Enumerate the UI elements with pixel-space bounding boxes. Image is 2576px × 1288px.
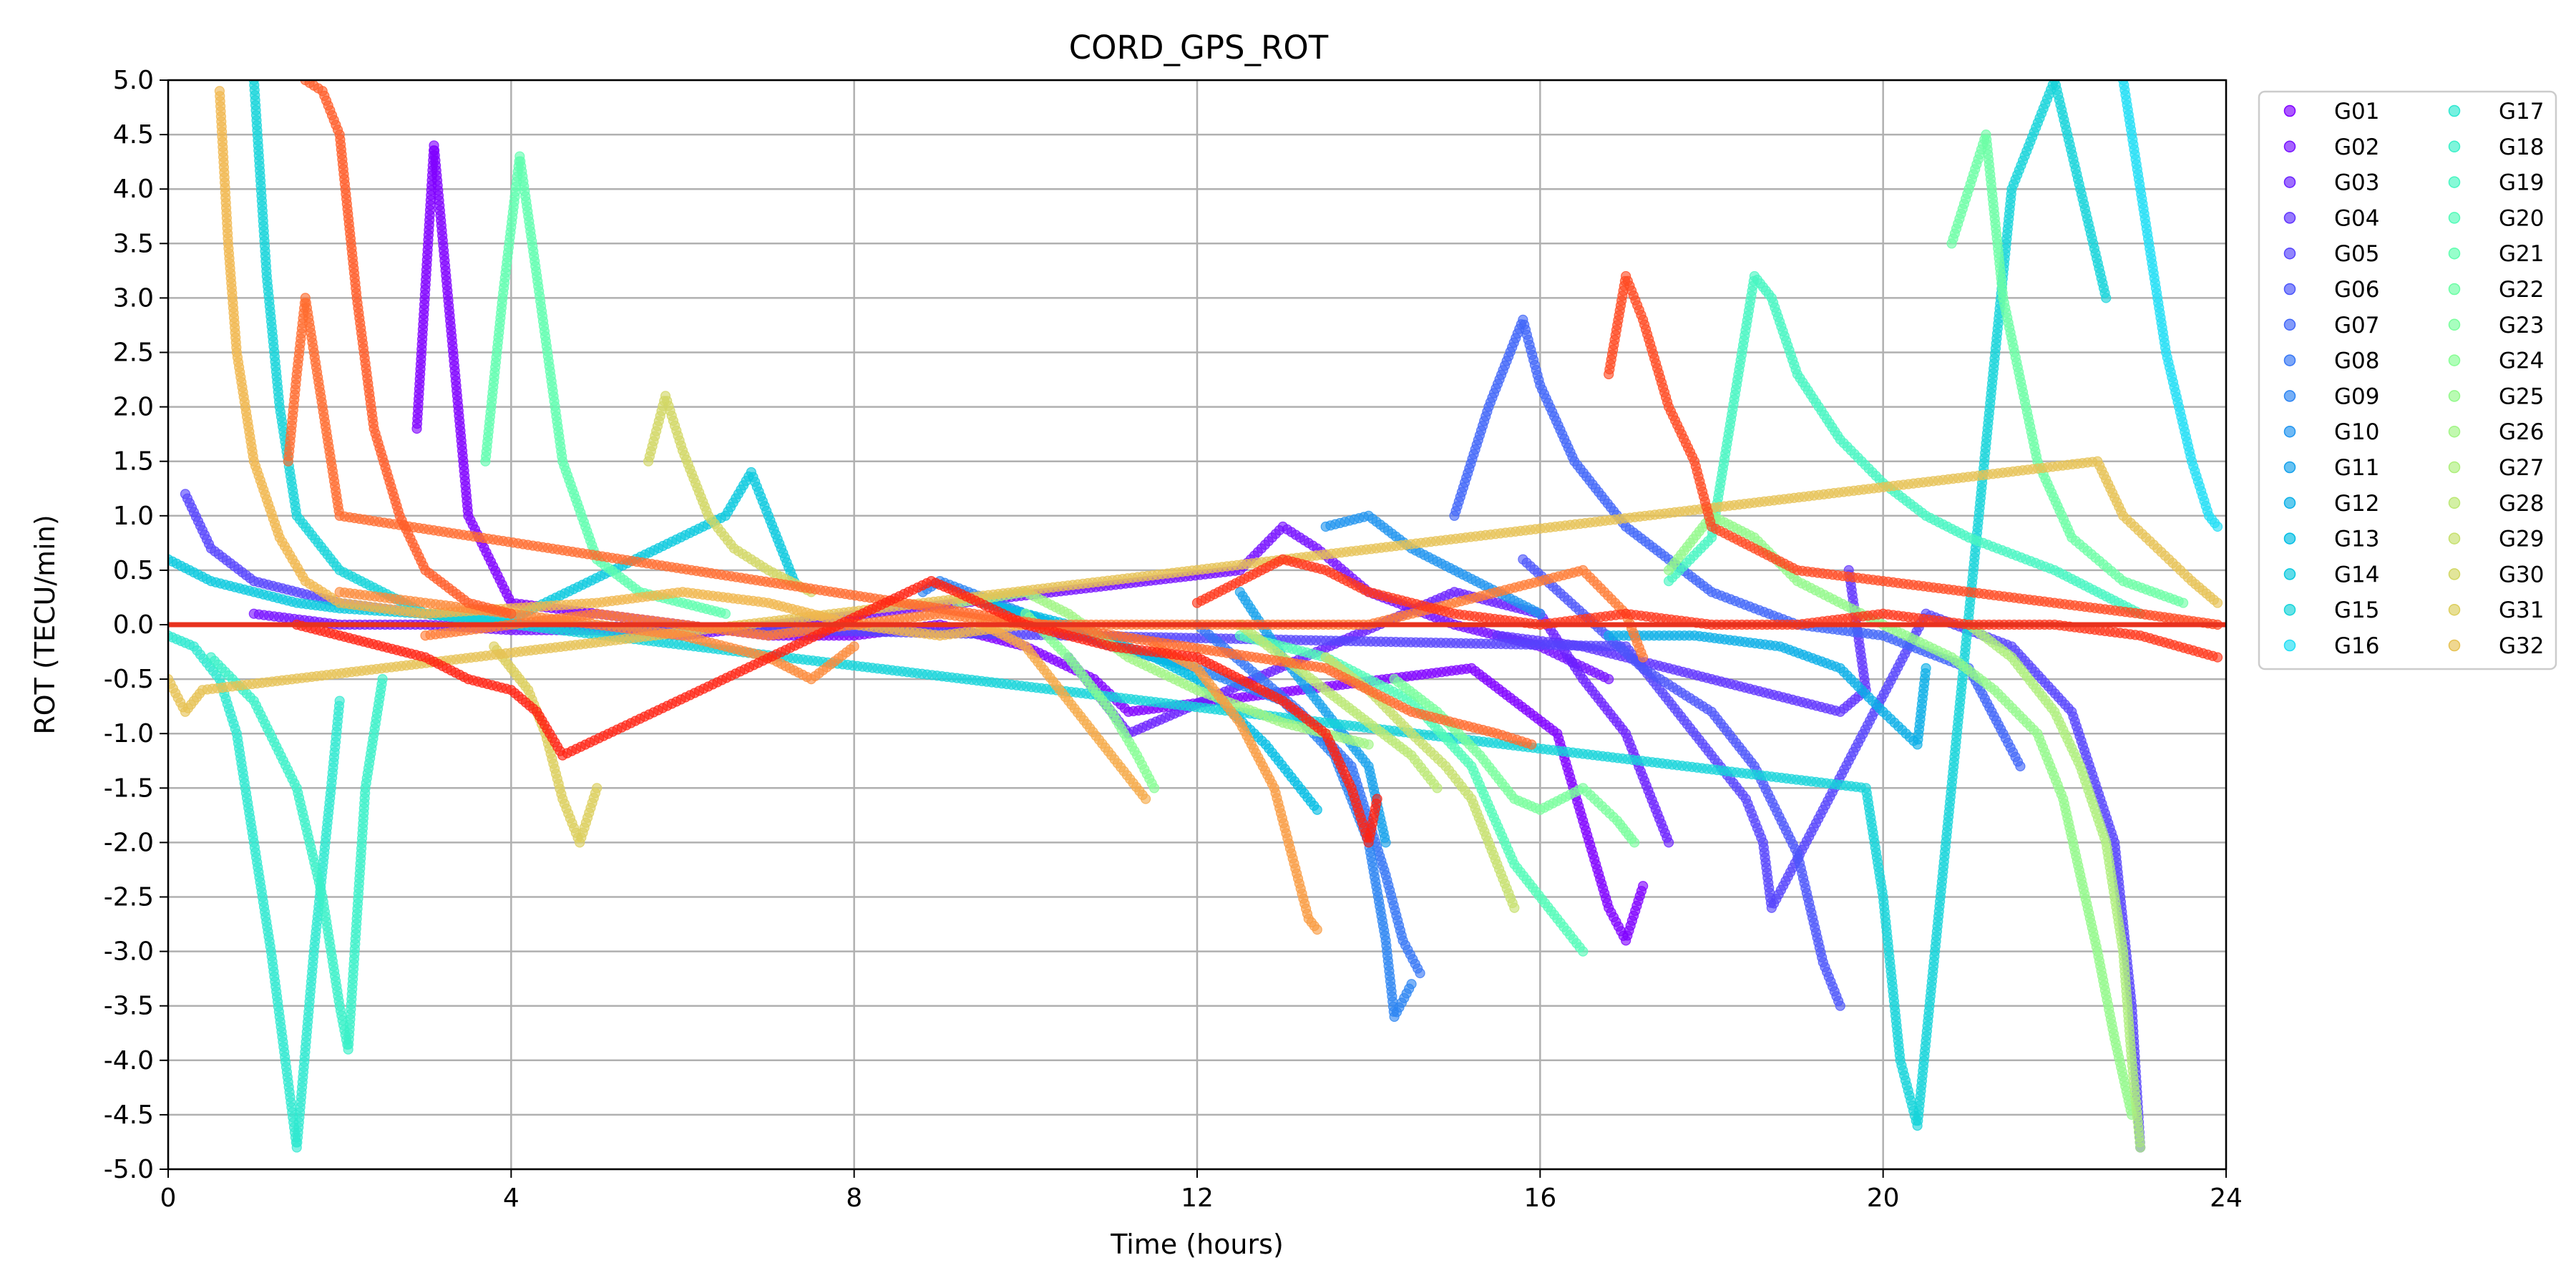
data-point bbox=[1148, 783, 1160, 794]
data-point bbox=[1509, 902, 1520, 913]
data-point bbox=[1312, 804, 1322, 815]
data-point bbox=[1629, 837, 1640, 848]
data-point bbox=[1921, 663, 1931, 673]
data-point bbox=[1578, 946, 1589, 957]
chart-title: CORD_GPS_ROT bbox=[1069, 29, 1329, 67]
data-point bbox=[720, 608, 731, 619]
data-point bbox=[1432, 783, 1443, 794]
data-point bbox=[2101, 293, 2112, 303]
data-point bbox=[1406, 979, 1417, 990]
data-point bbox=[1363, 739, 1374, 750]
data-point bbox=[2177, 597, 2189, 608]
data-point bbox=[1638, 881, 1649, 892]
data-point bbox=[2212, 521, 2223, 532]
data-point bbox=[1663, 837, 1674, 848]
data-point bbox=[2135, 1142, 2146, 1153]
data-point bbox=[1535, 608, 1546, 619]
data-point bbox=[1380, 837, 1391, 848]
data-point bbox=[334, 696, 345, 706]
data-point bbox=[2015, 761, 2026, 771]
data-point bbox=[1835, 1000, 1845, 1011]
data-point bbox=[1415, 967, 1425, 979]
data-point bbox=[1604, 673, 1614, 685]
grid-lines bbox=[167, 79, 2228, 1171]
data-point bbox=[377, 673, 388, 685]
